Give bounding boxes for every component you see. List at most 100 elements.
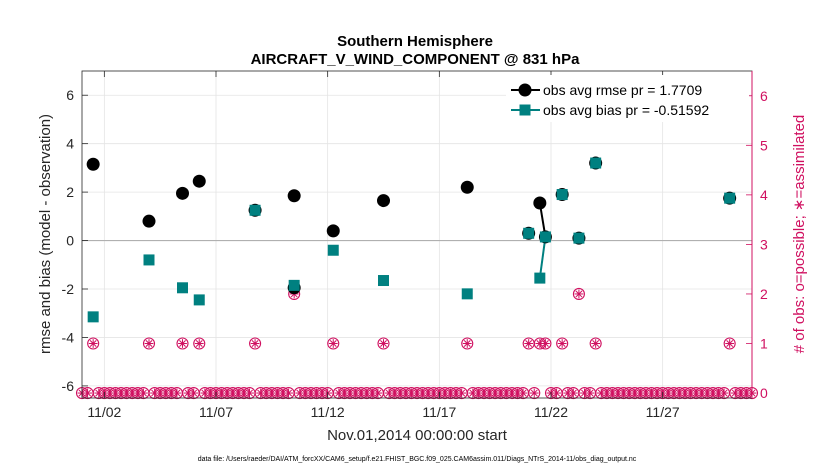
y2-tick-label: 3 [760, 236, 768, 252]
obs-spoke [246, 389, 253, 397]
obs-ring [193, 337, 206, 350]
obs-spoke [190, 389, 198, 397]
legend-bias-label: obs avg bias pr = -0.51592 [543, 102, 709, 118]
y2-tick-label: 4 [760, 187, 768, 203]
obs-spoke [173, 389, 181, 397]
obs-spoke [575, 290, 583, 298]
x-tick-label: 11/17 [422, 404, 456, 420]
obs-spoke [380, 340, 387, 347]
x-axis-label: Nov.01,2014 00:00:00 start [327, 427, 508, 444]
bias-point [590, 157, 602, 169]
y2-tick-label: 1 [760, 336, 768, 352]
legend: obs avg rmse pr = 1.7709 obs avg bias pr… [506, 75, 749, 122]
obs-spoke [463, 340, 471, 347]
rmse-point [192, 174, 206, 188]
x-tick-label: 11/27 [646, 404, 680, 420]
y-tick-label: 4 [66, 136, 74, 152]
obs-spoke [285, 389, 293, 397]
x-tick-label: 11/22 [534, 404, 568, 420]
bias-point [249, 204, 261, 216]
obs-ring [572, 287, 585, 301]
legend-box [506, 75, 749, 122]
y-tick-label: 0 [66, 233, 74, 249]
y2-tick-label: 2 [760, 286, 768, 302]
obs-count-zero-marker [282, 386, 295, 400]
bias-point [143, 254, 155, 266]
y2-tick-label: 0 [760, 385, 768, 401]
obs-count-marker [589, 337, 602, 350]
legend-bias-marker [519, 104, 531, 116]
obs-spoke [592, 340, 600, 347]
y-tick-label: -6 [62, 378, 75, 394]
obs-count-zero-marker [371, 386, 384, 400]
obs-spoke [586, 389, 594, 397]
obs-ring [327, 337, 340, 350]
rmse-point [176, 186, 189, 200]
bias-point [177, 282, 188, 294]
bias-point [523, 227, 535, 239]
x-tick-label: 11/02 [87, 404, 121, 420]
data-file-footnote: data file: /Users/raeder/DAI/ATM_forcXX/… [198, 456, 637, 463]
y-tick-label: 2 [66, 184, 74, 200]
obs-count-zero-marker [567, 386, 580, 400]
obs-spoke [720, 389, 728, 397]
obs-spoke [569, 389, 577, 397]
obs-count-marker [193, 337, 206, 350]
obs-ring [556, 337, 569, 350]
obs-count-zero-marker [81, 386, 94, 400]
obs-spoke [726, 340, 734, 347]
x-tick-label: 11/12 [311, 404, 345, 420]
obs-count-marker [539, 337, 552, 350]
obs-ring [589, 337, 602, 350]
rmse-point [86, 157, 100, 171]
obs-spoke [145, 340, 153, 347]
obs-count-marker [522, 337, 535, 350]
bias-point [288, 279, 300, 291]
obs-spoke [519, 389, 527, 397]
obs-spoke [374, 389, 382, 397]
obs-spoke [89, 340, 97, 347]
obs-spoke [541, 340, 549, 347]
obs-spoke [179, 340, 186, 347]
y-tick-label: -2 [62, 281, 75, 297]
y2-tick-label: 6 [760, 88, 768, 104]
obs-count-zero-marker [584, 386, 597, 400]
obs-ring [461, 337, 474, 350]
legend-rmse-label: obs avg rmse pr = 1.7709 [543, 82, 702, 98]
obs-count-marker [142, 337, 156, 350]
obs-count-zero-marker [170, 386, 183, 400]
y2-tick-label: 5 [760, 137, 768, 153]
obs-spoke [329, 340, 337, 347]
rmse-point [377, 194, 390, 208]
data-marks [75, 156, 759, 400]
y2-axis-label: # of obs: o=possible; ∗=assimilated [791, 115, 808, 354]
obs-count-marker [723, 337, 736, 350]
bias-point [461, 288, 473, 300]
obs-spoke [553, 389, 561, 397]
obs-spoke [84, 389, 92, 397]
bias-point [327, 244, 339, 256]
bias-point [193, 294, 205, 306]
obs-spoke [251, 340, 259, 347]
rmse-point [326, 224, 340, 238]
axes: 11/02 11/07 11/12 11/17 11/22 11/27 -6 -4 -2 0 2 4 6… [62, 71, 768, 420]
obs-ring [539, 337, 552, 350]
bias-point [556, 189, 568, 201]
bias-line-segment [538, 236, 547, 279]
rmse-point [460, 180, 474, 194]
obs-count-zero-marker [528, 386, 541, 400]
rmse-point [533, 196, 547, 210]
obs-count-zero-marker [243, 386, 256, 400]
obs-count-marker [377, 337, 390, 350]
obs-count-marker [87, 337, 100, 350]
bias-point [539, 231, 551, 243]
obs-count-marker [327, 337, 340, 350]
x-tick-label: 11/07 [199, 404, 233, 420]
rmse-point [287, 189, 301, 203]
bias-point [534, 272, 546, 284]
obs-spoke [195, 340, 203, 347]
obs-count-marker [572, 287, 585, 301]
obs-count-marker [176, 337, 189, 350]
obs-count-marker [461, 337, 474, 350]
